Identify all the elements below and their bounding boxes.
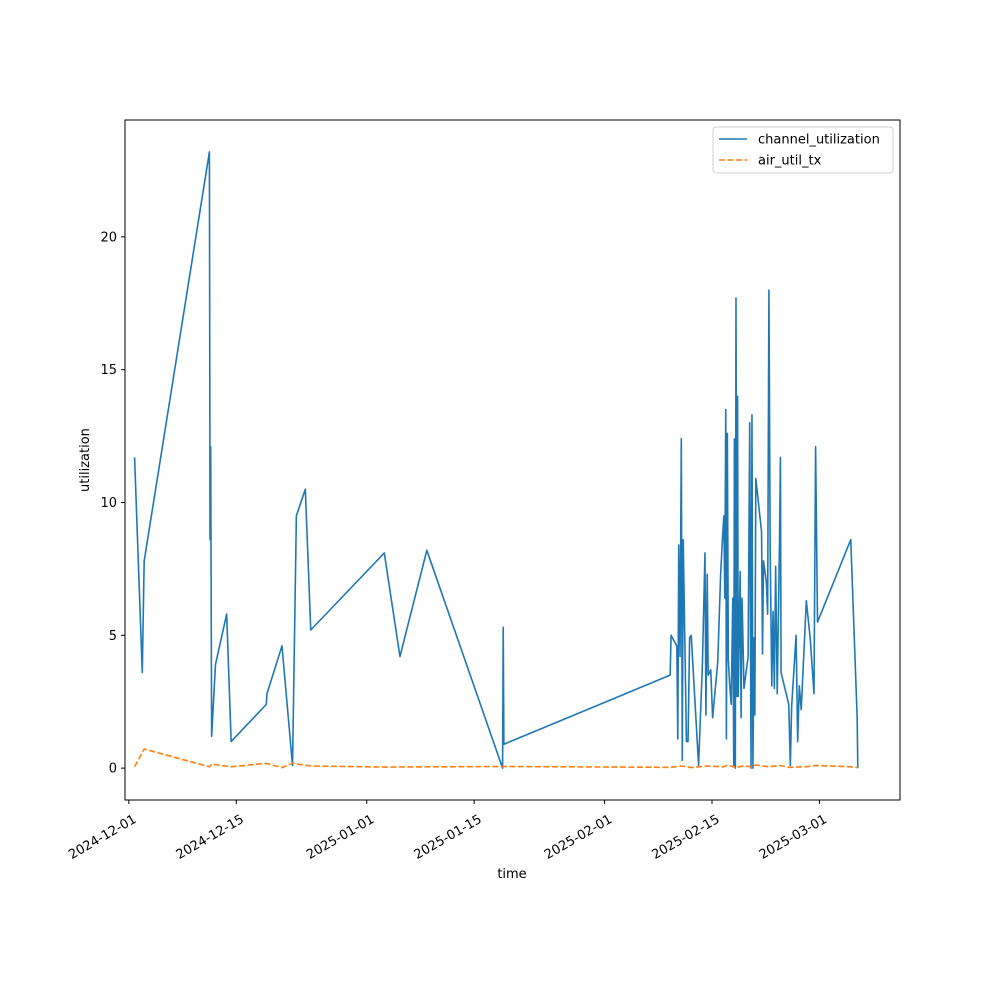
- y-tick-label: 20: [100, 230, 117, 245]
- legend-label-channel-utilization: channel_utilization: [758, 133, 880, 148]
- y-tick-label: 10: [100, 496, 117, 511]
- legend-label-air-util-tx: air_util_tx: [758, 154, 822, 169]
- series-line-channel-utilization: [133, 151, 859, 769]
- y-axis-label: utilization: [78, 428, 93, 492]
- legend: channel_utilization air_util_tx: [712, 126, 894, 174]
- y-tick-label: 15: [100, 363, 117, 378]
- x-axis-label: time: [497, 867, 526, 882]
- legend-box: [712, 126, 894, 174]
- series-line-air-util-tx: [133, 748, 858, 769]
- y-axis-ticks: 0 5 10 15 20: [100, 230, 125, 777]
- y-tick-label: 0: [109, 762, 117, 777]
- plot-frame: [124, 119, 901, 801]
- y-tick-label: 5: [109, 629, 117, 644]
- series-layer: [133, 151, 859, 769]
